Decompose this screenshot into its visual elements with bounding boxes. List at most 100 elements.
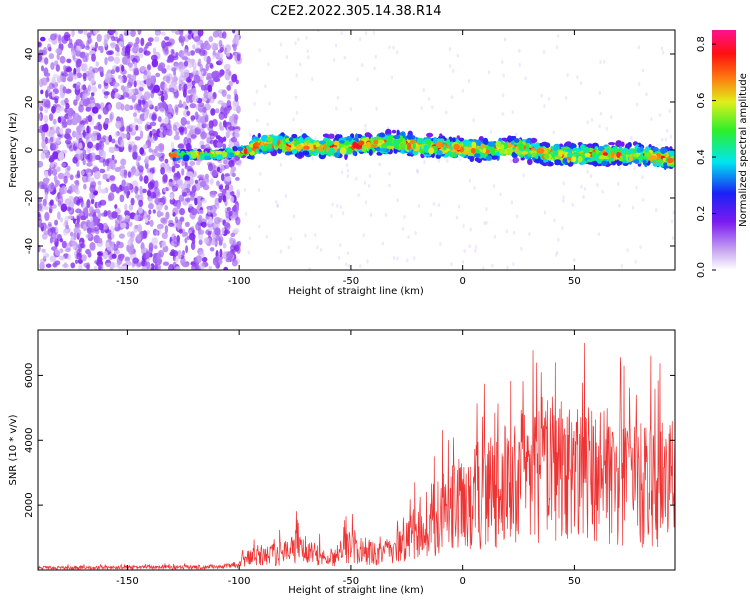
heatmap-noise-speck	[97, 83, 102, 89]
heatmap-ridge-cell	[406, 133, 413, 140]
heatmap-noise-speck	[190, 225, 195, 231]
heatmap-noise-speck	[115, 120, 122, 129]
heatmap-faint-speck	[265, 234, 268, 239]
heatmap-noise-speck	[102, 222, 108, 231]
heatmap-noise-speck	[95, 142, 100, 151]
heatmap-faint-speck	[367, 183, 371, 188]
heatmap-noise-speck	[76, 252, 82, 260]
heatmap-faint-speck	[432, 201, 436, 206]
heatmap-noise-speck	[40, 89, 44, 95]
heatmap-noise-speck	[209, 140, 216, 145]
heatmap-noise-speck	[121, 65, 125, 72]
heatmap-faint-speck	[305, 35, 308, 40]
heatmap-ridge-cell	[650, 155, 657, 160]
heatmap-noise-speck	[195, 222, 202, 231]
heatmap-noise-speck	[205, 215, 210, 221]
snr-x-tick-label: 50	[568, 576, 581, 587]
heatmap-faint-speck	[664, 137, 668, 142]
heatmap-faint-speck	[248, 132, 252, 137]
heatmap-noise-speck	[60, 203, 67, 212]
heatmap-noise-speck	[63, 175, 68, 184]
heatmap-faint-speck	[576, 75, 579, 80]
heatmap-noise-speck	[116, 46, 120, 53]
heatmap-noise-speck	[173, 235, 177, 245]
heatmap-ridge-cell	[507, 141, 512, 148]
heatmap-noise-speck	[183, 48, 188, 54]
heatmap-noise-speck	[163, 187, 167, 193]
heatmap-noise-speck	[123, 91, 129, 98]
heatmap-faint-speck	[356, 77, 359, 82]
heatmap-x-tick-label: -150	[116, 276, 139, 287]
heatmap-noise-speck	[132, 73, 137, 81]
heatmap-noise-speck	[125, 45, 131, 54]
heatmap-noise-speck	[215, 108, 220, 114]
heatmap-noise-speck	[74, 180, 80, 185]
heatmap-ridge-cell	[506, 148, 514, 153]
heatmap-faint-speck	[617, 181, 620, 186]
heatmap-ridge-cell	[452, 137, 456, 143]
heatmap-ridge-cell	[344, 140, 350, 146]
heatmap-x-tick-label: 50	[568, 276, 581, 287]
heatmap-noise-speck	[201, 198, 208, 204]
heatmap-noise-speck	[223, 222, 231, 228]
snr-x-tick-label: -150	[116, 576, 139, 587]
heatmap-noise-speck	[189, 103, 197, 109]
heatmap-ridge-cell	[318, 146, 323, 152]
heatmap-noise-speck	[184, 179, 191, 187]
heatmap-noise-speck	[155, 263, 161, 270]
heatmap-faint-speck	[407, 235, 410, 240]
heatmap-faint-speck	[562, 181, 565, 186]
heatmap-faint-speck	[337, 255, 341, 260]
heatmap-noise-speck	[232, 172, 236, 177]
heatmap-noise-speck	[129, 105, 134, 111]
heatmap-noise-speck	[58, 255, 66, 261]
heatmap-noise-speck	[75, 94, 80, 102]
heatmap-noise-speck	[64, 133, 71, 140]
heatmap-ridge-cell	[587, 143, 593, 149]
heatmap-noise-speck	[216, 261, 220, 268]
heatmap-noise-speck	[59, 238, 64, 243]
heatmap-noise-speck	[182, 101, 187, 109]
heatmap-noise-speck	[96, 34, 102, 42]
heatmap-noise-speck	[118, 233, 125, 239]
heatmap-noise-speck	[89, 192, 94, 200]
heatmap-ridge-cell	[358, 140, 365, 146]
heatmap-noise-speck	[190, 134, 197, 139]
heatmap-noise-speck	[174, 30, 181, 35]
heatmap-noise-speck	[199, 63, 203, 72]
heatmap-noise-speck	[79, 100, 84, 106]
heatmap-noise-speck	[38, 244, 41, 253]
heatmap-noise-speck	[208, 36, 214, 43]
heatmap-noise-speck	[195, 103, 201, 111]
heatmap-noise-speck	[88, 212, 93, 217]
colorbar-gradient	[712, 30, 736, 270]
heatmap-noise-speck	[113, 36, 119, 42]
heatmap-noise-speck	[219, 248, 223, 258]
heatmap-ridge-cell	[205, 152, 211, 156]
heatmap-noise-speck	[181, 56, 189, 61]
heatmap-noise-speck	[231, 43, 237, 48]
heatmap-noise-speck	[42, 205, 49, 210]
heatmap-noise-speck	[168, 87, 175, 93]
heatmap-noise-speck	[178, 126, 185, 132]
heatmap-faint-speck	[637, 82, 641, 87]
heatmap-noise-speck	[134, 116, 138, 124]
heatmap-noise-speck	[124, 104, 131, 112]
heatmap-noise-speck	[65, 66, 73, 73]
heatmap-ridge-cell	[347, 147, 353, 155]
heatmap-noise-speck	[128, 204, 134, 211]
heatmap-noise-speck	[67, 254, 72, 261]
heatmap-noise-speck	[90, 217, 94, 223]
heatmap-faint-speck	[547, 96, 551, 101]
heatmap-noise-speck	[93, 216, 99, 224]
heatmap-noise-speck	[103, 39, 108, 47]
heatmap-noise-speck	[135, 37, 140, 45]
heatmap-ridge-cell	[515, 146, 519, 152]
heatmap-faint-speck	[238, 163, 241, 168]
heatmap-faint-speck	[501, 60, 504, 65]
heatmap-faint-speck	[414, 231, 417, 235]
heatmap-noise-speck	[83, 30, 88, 36]
heatmap-noise-speck	[48, 167, 52, 177]
heatmap-faint-speck	[650, 116, 653, 121]
